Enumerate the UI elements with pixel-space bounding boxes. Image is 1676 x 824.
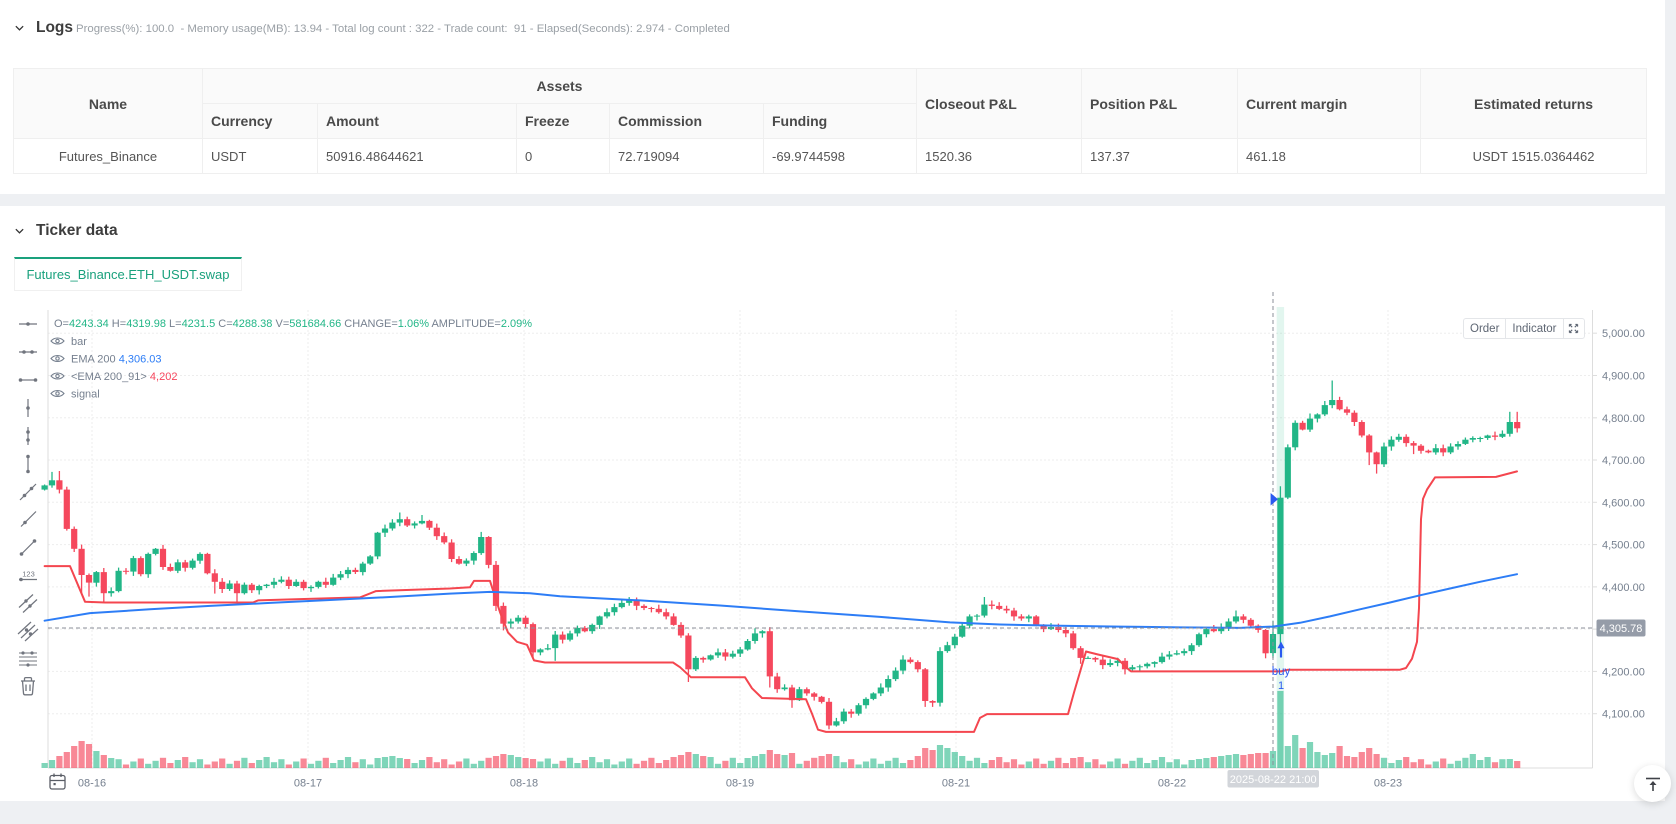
- svg-text:<EMA 200_91> 4,202: <EMA 200_91> 4,202: [71, 371, 177, 383]
- svg-text:O=4243.34 H=4319.98 L=4231.5 C: O=4243.34 H=4319.98 L=4231.5 C=4288.38 V…: [54, 318, 532, 330]
- svg-text:5,000.00: 5,000.00: [1602, 328, 1645, 340]
- svg-text:08-22: 08-22: [1158, 778, 1186, 790]
- svg-text:08-17: 08-17: [294, 778, 322, 790]
- svg-text:4,500.00: 4,500.00: [1602, 540, 1645, 552]
- svg-text:08-16: 08-16: [78, 778, 106, 790]
- svg-text:08-23: 08-23: [1374, 778, 1402, 790]
- svg-text:EMA 200 4,306.03: EMA 200 4,306.03: [71, 354, 162, 366]
- svg-text:buy: buy: [1272, 666, 1291, 678]
- svg-text:4,700.00: 4,700.00: [1602, 455, 1645, 467]
- svg-text:2025-08-22 21:00: 2025-08-22 21:00: [1230, 774, 1317, 786]
- svg-text:123: 123: [22, 570, 35, 579]
- svg-text:4,600.00: 4,600.00: [1602, 497, 1645, 509]
- svg-text:08-19: 08-19: [726, 778, 754, 790]
- svg-text:08-18: 08-18: [510, 778, 538, 790]
- svg-text:4,100.00: 4,100.00: [1602, 709, 1645, 721]
- svg-text:4,900.00: 4,900.00: [1602, 371, 1645, 383]
- svg-text:4,305.78: 4,305.78: [1600, 623, 1643, 635]
- svg-text:bar: bar: [71, 336, 87, 348]
- svg-text:1: 1: [1278, 680, 1284, 692]
- svg-text:signal: signal: [71, 389, 100, 401]
- svg-text:4,400.00: 4,400.00: [1602, 582, 1645, 594]
- svg-text:4,800.00: 4,800.00: [1602, 413, 1645, 425]
- svg-text:08-21: 08-21: [942, 778, 970, 790]
- svg-text:4,200.00: 4,200.00: [1602, 666, 1645, 678]
